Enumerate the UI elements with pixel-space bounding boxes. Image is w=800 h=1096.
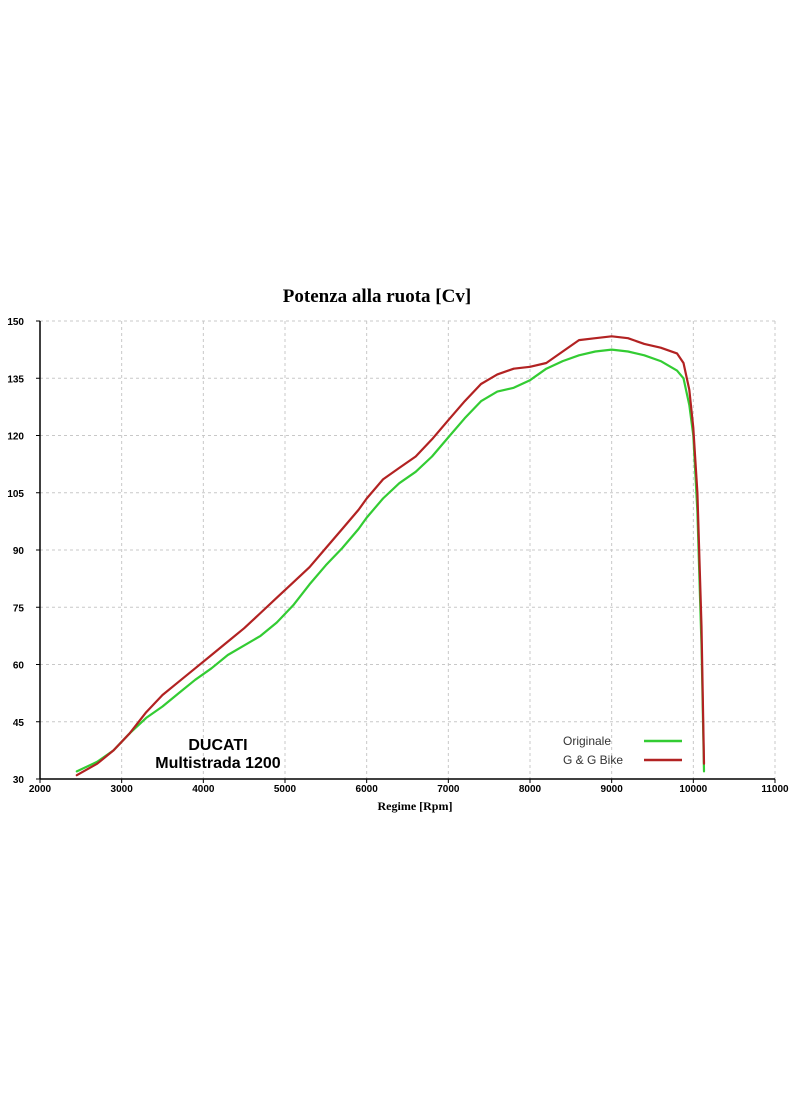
- x-tick-label-6: 8000: [519, 784, 542, 795]
- grid-lines: [40, 320, 776, 779]
- x-tick-label-5: 7000: [437, 784, 460, 795]
- y-tick-label-6: 120: [7, 432, 24, 443]
- annotation-brand: DUCATI: [188, 737, 247, 754]
- y-tick-label-0: 30: [13, 775, 25, 786]
- chart-title: Potenza alla ruota [Cv]: [283, 286, 471, 307]
- x-tick-label-8: 10000: [679, 784, 707, 795]
- series-line-1: [75, 335, 706, 777]
- y-tick-label-5: 105: [7, 489, 24, 500]
- x-tick-label-1: 3000: [111, 784, 134, 795]
- x-tick-label-3: 5000: [274, 784, 297, 795]
- y-tick-label-1: 45: [13, 718, 25, 729]
- legend: Originale G & G Bike: [563, 734, 682, 767]
- y-tick-label-4: 90: [13, 546, 25, 557]
- x-tick-labels: 2000 3000 4000 5000 6000 7000 8000 9000 10000 110…: [29, 779, 789, 795]
- x-tick-label-7: 9000: [601, 784, 624, 795]
- x-tick-label-0: 2000: [29, 784, 52, 795]
- series-lines: [75, 335, 706, 777]
- y-tick-label-8: 150: [7, 317, 24, 328]
- y-tick-label-7: 135: [7, 374, 24, 385]
- x-tick-label-9: 11000: [761, 784, 789, 795]
- legend-label-1: G & G Bike: [563, 753, 623, 767]
- y-tick-label-2: 60: [13, 661, 25, 672]
- x-axis-label: Regime [Rpm]: [378, 799, 453, 813]
- x-tick-label-2: 4000: [192, 784, 215, 795]
- series-line-0: [75, 348, 706, 773]
- annotation-model: Multistrada 1200: [155, 755, 280, 772]
- legend-label-0: Originale: [563, 734, 611, 748]
- y-tick-label-3: 75: [13, 603, 25, 614]
- y-tick-labels: 30 45 60 75 90 105 120 135 150: [7, 317, 40, 786]
- x-tick-label-4: 6000: [356, 784, 379, 795]
